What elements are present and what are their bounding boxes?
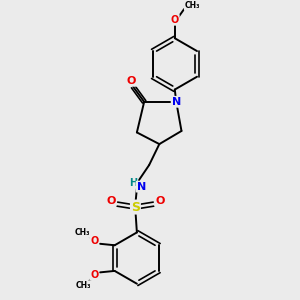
Text: CH₃: CH₃ bbox=[184, 1, 200, 10]
Text: O: O bbox=[90, 270, 98, 280]
Text: CH₃: CH₃ bbox=[75, 281, 91, 290]
Text: O: O bbox=[171, 15, 179, 25]
Text: S: S bbox=[131, 201, 140, 214]
Text: O: O bbox=[155, 196, 165, 206]
Text: O: O bbox=[127, 76, 136, 86]
Text: N: N bbox=[172, 97, 181, 107]
Text: O: O bbox=[90, 236, 98, 247]
Text: CH₃: CH₃ bbox=[74, 228, 90, 237]
Text: H: H bbox=[129, 178, 137, 188]
Text: O: O bbox=[106, 196, 116, 206]
Text: N: N bbox=[136, 182, 146, 192]
